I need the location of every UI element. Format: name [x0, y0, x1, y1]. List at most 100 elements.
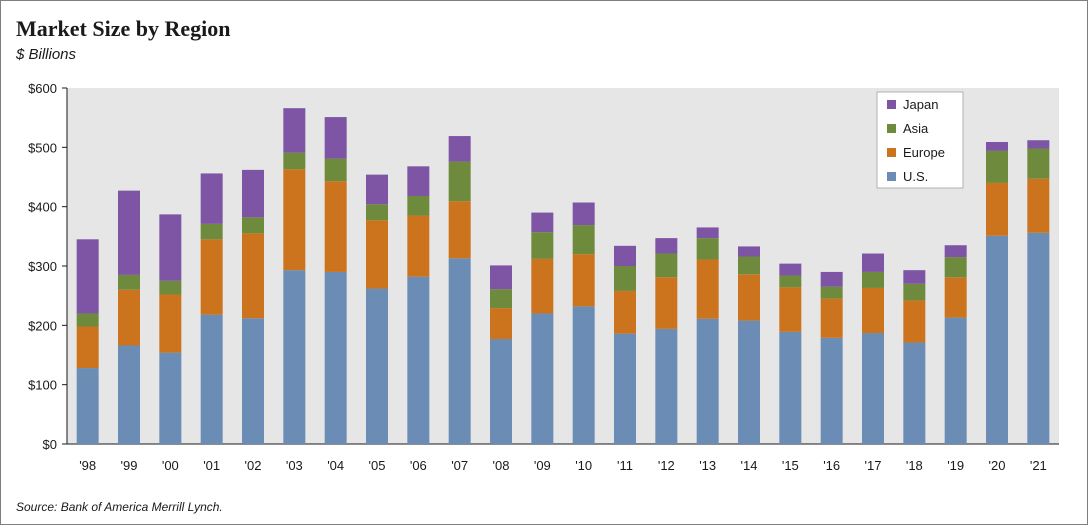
- bar-segment-asia: [531, 232, 554, 259]
- x-tick-label: '01: [203, 458, 220, 473]
- bar-segment-us: [407, 276, 430, 444]
- bar-segment-europe: [407, 215, 430, 277]
- bar-segment-asia: [159, 280, 182, 295]
- x-tick-label: '08: [493, 458, 510, 473]
- x-tick-label: '07: [451, 458, 468, 473]
- bar-segment-asia: [862, 271, 884, 288]
- bar-segment-europe: [986, 182, 1008, 236]
- bar-segment-us: [614, 333, 636, 444]
- bar-segment-europe: [242, 233, 264, 319]
- bar-segment-us: [1027, 232, 1050, 444]
- x-tick-label: '15: [782, 458, 799, 473]
- bar-segment-us: [655, 328, 678, 444]
- bar-segment-us: [490, 338, 512, 444]
- bar-segment-us: [820, 337, 843, 444]
- bar-segment-europe: [696, 259, 719, 319]
- bar-segment-japan: [407, 166, 430, 196]
- bar-segment-japan: [862, 253, 884, 272]
- x-tick-label: '10: [575, 458, 592, 473]
- bar-segment-japan: [696, 227, 719, 239]
- chart-title: Market Size by Region: [16, 16, 231, 41]
- bar-segment-japan: [366, 174, 388, 205]
- bar-segment-asia: [242, 217, 264, 234]
- bar-segment-asia: [903, 283, 926, 301]
- bar-segment-japan: [1027, 140, 1050, 149]
- bar-segment-europe: [76, 326, 99, 369]
- x-tick-label: '18: [906, 458, 923, 473]
- bar-segment-asia: [407, 195, 430, 216]
- legend-swatch: [887, 172, 896, 181]
- bar-segment-asia: [572, 225, 595, 255]
- bar-segment-europe: [572, 254, 595, 307]
- bar-segment-asia: [655, 253, 678, 278]
- bar-segment-asia: [738, 256, 760, 275]
- bar-segment-europe: [655, 277, 678, 329]
- bar-segment-asia: [200, 223, 223, 240]
- bar-segment-europe: [862, 287, 884, 334]
- bar-segment-europe: [490, 308, 512, 339]
- legend-swatch: [887, 100, 896, 109]
- y-tick-label: $300: [28, 259, 57, 274]
- bar-segment-asia: [779, 275, 802, 288]
- legend-swatch: [887, 124, 896, 133]
- x-tick-label: '20: [989, 458, 1006, 473]
- y-tick-label: $500: [28, 140, 57, 155]
- bar-segment-us: [200, 314, 223, 444]
- x-tick-label: '02: [245, 458, 262, 473]
- bar-segment-asia: [76, 313, 99, 327]
- bar-segment-europe: [1027, 178, 1050, 233]
- bar-segment-japan: [283, 108, 306, 153]
- bar-segment-us: [242, 318, 264, 444]
- bar-segment-asia: [614, 266, 636, 291]
- bar-segment-asia: [1027, 148, 1050, 179]
- legend-label: Japan: [903, 97, 938, 112]
- bar-segment-asia: [448, 161, 471, 202]
- bar-segment-asia: [490, 289, 512, 309]
- bar-segment-japan: [200, 173, 223, 224]
- legend-label: Asia: [903, 121, 929, 136]
- x-tick-label: '06: [410, 458, 427, 473]
- x-tick-label: '09: [534, 458, 551, 473]
- legend-label: U.S.: [903, 169, 928, 184]
- bar-segment-us: [903, 342, 926, 444]
- bar-segment-europe: [200, 239, 223, 315]
- bar-segment-japan: [448, 136, 471, 162]
- bar-segment-europe: [614, 290, 636, 334]
- chart-subtitle: $ Billions: [16, 46, 77, 63]
- bar-segment-us: [324, 271, 347, 444]
- x-tick-label: '13: [699, 458, 716, 473]
- y-tick-label: $400: [28, 200, 57, 215]
- bar-segment-europe: [324, 181, 347, 272]
- bar-segment-us: [531, 313, 554, 444]
- bar-segment-japan: [986, 141, 1008, 151]
- bar-segment-us: [118, 345, 140, 444]
- bar-segment-japan: [655, 238, 678, 254]
- bar-segment-japan: [944, 245, 967, 258]
- bar-segment-us: [944, 317, 967, 444]
- bar-segment-japan: [820, 271, 843, 287]
- bar-segment-europe: [903, 300, 926, 343]
- bar-segment-japan: [490, 265, 512, 290]
- x-tick-label: '04: [327, 458, 344, 473]
- bar-segment-japan: [572, 202, 595, 226]
- bar-segment-asia: [696, 238, 719, 260]
- x-tick-label: '19: [947, 458, 964, 473]
- source-note: Source: Bank of America Merrill Lynch.: [16, 500, 223, 514]
- x-tick-label: '00: [162, 458, 179, 473]
- bar-segment-us: [572, 306, 595, 444]
- y-tick-label: $200: [28, 318, 57, 333]
- bar-segment-us: [986, 235, 1008, 444]
- bar-segment-us: [696, 318, 719, 444]
- bar-segment-asia: [283, 152, 306, 170]
- x-tick-label: '03: [286, 458, 303, 473]
- x-tick-label: '14: [741, 458, 758, 473]
- x-tick-label: '21: [1030, 458, 1047, 473]
- x-tick-label: '16: [823, 458, 840, 473]
- bar-segment-asia: [118, 274, 140, 290]
- bar-segment-europe: [118, 289, 140, 346]
- bar-segment-us: [779, 331, 802, 444]
- bar-segment-japan: [76, 239, 99, 314]
- bar-segment-asia: [944, 257, 967, 278]
- bar-segment-europe: [944, 277, 967, 318]
